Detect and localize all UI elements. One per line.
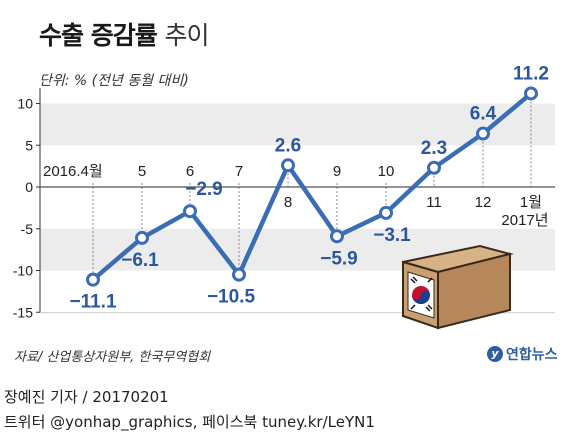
data-point [427, 160, 441, 175]
data-label: 6.4 [470, 104, 497, 125]
data-labels: −11.1−6.1 −2.9 −10.5 2.6 −5.9 −3.1 2.3 6.4 11.2 [69, 63, 548, 312]
data-label: −3.1 [373, 225, 411, 246]
source-label: 자료/ 산업통상자원부, 한국무역협회 [14, 350, 211, 365]
data-point [183, 204, 197, 219]
grid-band [40, 103, 555, 146]
y-tick-label: -5 [21, 221, 34, 237]
x-tick-label: 10 [378, 163, 395, 180]
series-polyline [91, 91, 533, 282]
y-tick-label: 0 [25, 179, 33, 195]
data-point [281, 158, 295, 173]
data-point [330, 229, 344, 244]
x-tick-label: 7 [235, 163, 243, 180]
yonhap-logo: y 연합뉴스 [487, 344, 558, 364]
data-point [135, 230, 149, 245]
x-axis-labels: 2016.4월 5 6 7 8 9 10 11 12 1월 2017년 [43, 163, 549, 229]
yonhap-logo-icon: y [487, 346, 503, 362]
data-label: 2.3 [421, 138, 447, 159]
y-tick-label: -15 [13, 304, 33, 320]
data-label: −11.1 [69, 292, 116, 313]
series-line [86, 86, 538, 287]
x-tick-label: 8 [284, 194, 292, 211]
logo-text: 연합뉴스 [506, 347, 558, 363]
data-label: 2.6 [275, 135, 301, 156]
y-tick-label: -10 [13, 263, 33, 279]
chart-panel: 10 5 0 -5 -10 -15 2016.4월 5 6 7 8 9 10 11 12 1월 2017년 −… [12, 16, 558, 365]
x-tick-label: 5 [138, 163, 146, 180]
data-point [379, 205, 393, 220]
y-axis: 10 5 0 -5 -10 -15 [13, 88, 41, 320]
data-label: 11.2 [513, 63, 549, 84]
x-tick-label: 2016.4월 [43, 163, 103, 180]
exporting-box-with-korean-flag-icon [402, 244, 514, 330]
title-main: 수출 증감률 [39, 21, 158, 50]
x-tick-label: 6 [186, 163, 194, 180]
x-tick-label: 12 [475, 194, 492, 211]
x-tick-label: 9 [333, 163, 341, 180]
y-tick-label: 5 [25, 137, 33, 153]
social-credit: 트위터 @yonhap_graphics, 페이스북 tuney.kr/LeYN… [4, 413, 375, 431]
author-credit: 장예진 기자 / 20170201 [4, 388, 169, 406]
x-tick-label: 11 [426, 194, 442, 211]
data-label: −10.5 [207, 287, 256, 308]
x-tick-label: 1월 2017년 [501, 194, 548, 229]
data-point [232, 267, 246, 282]
unit-label: 단위: % (전년 동월 대비) [39, 73, 189, 89]
grid-line [40, 312, 555, 314]
data-point [476, 126, 490, 141]
line-chart: 10 5 0 -5 -10 -15 2016.4월 5 6 7 8 9 10 11 12 1월 2017년 −… [13, 63, 555, 330]
data-label: −2.9 [185, 179, 223, 200]
data-label: −6.1 [121, 250, 159, 271]
data-point [524, 86, 538, 101]
title-sub: 추이 [164, 21, 209, 50]
data-point [86, 272, 100, 287]
data-label: −5.9 [320, 248, 358, 269]
chart-title: 수출 증감률 추이 [39, 16, 209, 52]
y-tick-label: 10 [17, 96, 33, 112]
